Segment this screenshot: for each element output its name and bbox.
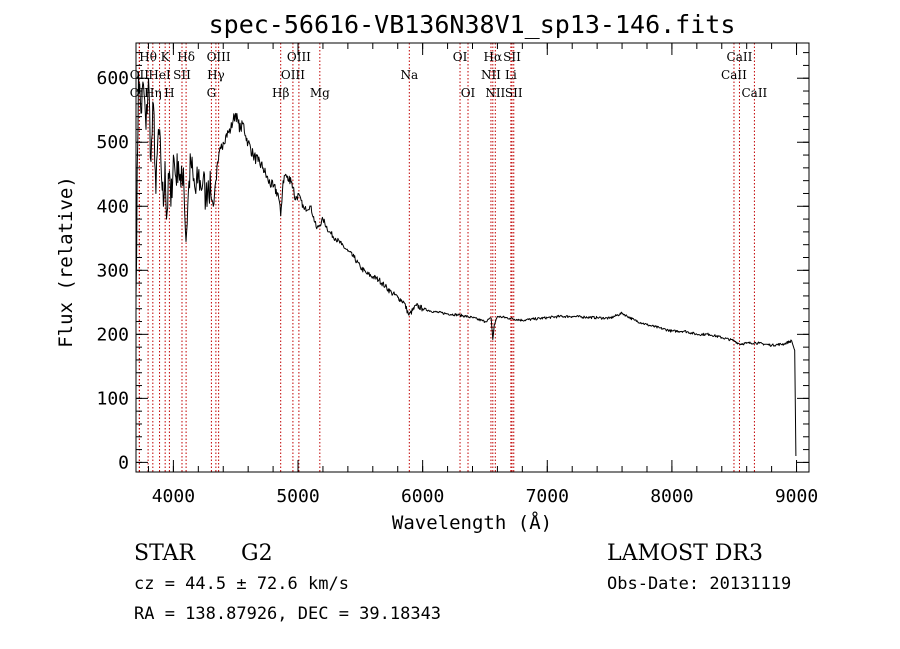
line-label: OI: [453, 50, 468, 64]
line-label: CaII: [721, 68, 747, 82]
y-tick-label: 600: [96, 68, 129, 89]
line-label: CaII: [741, 86, 767, 100]
x-tick-label: 4000: [152, 486, 195, 507]
y-tick-label: 200: [96, 324, 129, 345]
line-label: Na: [400, 68, 418, 82]
line-label: Li: [505, 68, 517, 82]
line-label: OIII: [281, 68, 305, 82]
ra-dec-coordinates: RA = 138.87926, DEC = 39.18343: [134, 604, 441, 624]
line-label: NII: [485, 86, 505, 100]
x-tick-label: 5000: [276, 486, 319, 507]
line-label: SII: [505, 86, 523, 100]
x-tick-label: 9000: [775, 486, 818, 507]
line-label: H: [164, 86, 174, 100]
x-tick-label: 8000: [650, 486, 693, 507]
line-label: OI: [461, 86, 476, 100]
line-label: K: [161, 50, 171, 64]
spectrum-line: [135, 71, 797, 457]
y-tick-label: 0: [118, 452, 129, 473]
spectral-line-markers: [138, 43, 755, 472]
y-tick-label: 100: [96, 388, 129, 409]
x-tick-label: 7000: [526, 486, 569, 507]
line-label: Hα: [484, 50, 503, 64]
line-label: Mg: [310, 86, 330, 100]
line-label: SII: [173, 68, 191, 82]
line-label: Hβ: [272, 86, 289, 100]
y-tick-label: 300: [96, 260, 129, 281]
y-axis-label: Flux (relative): [55, 176, 77, 348]
object-class: STAR: [134, 541, 196, 566]
spectral-subclass: G2: [241, 541, 273, 566]
chart-title: spec-56616-VB136N38V1_sp13-146.fits: [209, 10, 736, 39]
line-label: HeI: [148, 68, 171, 82]
line-label: OII: [130, 68, 150, 82]
line-label: NII: [481, 68, 501, 82]
line-label: OIII: [287, 50, 311, 64]
line-label: OII: [130, 86, 150, 100]
line-label: G: [207, 86, 217, 100]
line-label: OIII: [207, 50, 231, 64]
line-label: Hθ: [139, 50, 157, 64]
axis-tick-labels: 4000 5000 6000 7000 8000 9000 0 100 200 300 400 500…: [96, 68, 818, 507]
redshift-cz: cz = 44.5 ± 72.6 km/s: [134, 574, 349, 594]
x-axis-label: Wavelength (Å): [392, 511, 552, 534]
observation-date: Obs-Date: 20131119: [607, 574, 791, 594]
y-tick-label: 500: [96, 132, 129, 153]
survey-name: LAMOST DR3: [607, 541, 763, 566]
plot-frame: [135, 42, 810, 473]
line-label: Hη: [144, 86, 162, 100]
line-label: SII: [503, 50, 521, 64]
axis-ticks: [136, 43, 809, 472]
line-label: CaII: [727, 50, 753, 64]
x-tick-label: 6000: [401, 486, 444, 507]
line-label: Hγ: [207, 68, 225, 82]
y-tick-label: 400: [96, 196, 129, 217]
line-label: Hδ: [177, 50, 195, 64]
